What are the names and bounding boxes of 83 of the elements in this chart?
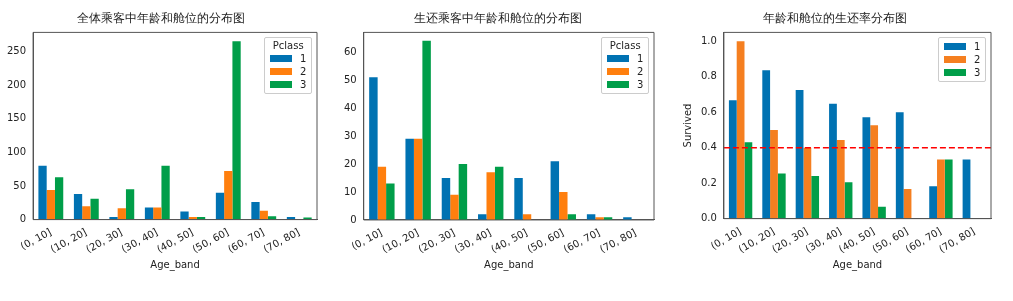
y-tick-label: 0.4 [701,141,717,153]
legend-label: 2 [974,54,981,66]
y-tick-label: 0.2 [701,176,717,188]
bar [161,165,170,220]
y-tick-label: 20 [343,157,357,169]
bar [153,207,162,220]
x-axis-title: Age_band [484,258,534,271]
y-tick-label: 0.0 [701,212,717,224]
bar [937,159,945,219]
y-tick-label: 10 [343,185,357,197]
y-tick-label: 30 [343,129,357,141]
bar [450,194,459,220]
legend-title: Pclass [608,40,642,52]
bar [180,211,189,220]
bar [46,189,55,220]
y-tick-label: 200 [6,78,27,90]
bar [377,166,387,220]
y-axis-title: Survived [681,103,693,148]
bar [117,208,126,220]
bar [458,163,468,220]
bar [386,183,395,220]
y-tick-label: 40 [343,101,357,113]
chart-title: 全体乘客中年龄和舱位的分布图 [76,11,245,26]
bar [251,202,260,220]
bar [836,139,845,219]
bar [559,191,568,220]
x-axis-title: Age_band [832,258,883,271]
bar [770,129,778,219]
y-tick-label: 0.8 [701,70,717,82]
chart-title: 生还乘客中年龄和舱位的分布图 [413,11,582,26]
legend-label: 1 [637,53,644,65]
bar [803,147,812,219]
bar [878,206,886,219]
bar [929,186,938,219]
bar [550,161,560,220]
legend-label: 3 [637,79,644,91]
x-axis-title: Age_band [150,258,200,271]
chart-title: 年龄和舱位的生还率分布图 [762,11,907,26]
bar [73,194,83,220]
bar [744,142,753,219]
bar [829,103,837,219]
bar [405,138,414,220]
bar [944,159,953,219]
bar [895,112,904,219]
y-tick-label: 60 [343,45,357,57]
bar [224,171,233,220]
bar [144,207,154,220]
bar [215,192,225,220]
bar [90,198,99,220]
bar [728,100,737,219]
y-tick-label: 0 [350,213,357,225]
y-tick-label: 50 [343,73,357,85]
legend-label: 2 [300,66,307,78]
y-tick-label: 250 [6,44,27,56]
bar [38,165,47,220]
y-tick-label: 1.0 [701,34,717,46]
y-tick-label: 0 [19,213,27,225]
bar [82,206,91,220]
bar [54,177,64,220]
bar [811,176,820,219]
bar [486,172,495,220]
y-tick-label: 100 [6,145,27,157]
legend-label: 3 [300,79,307,91]
y-tick-label: 50 [13,179,27,191]
bar [125,189,135,220]
legend-label: 1 [974,41,981,53]
bar [494,166,504,220]
bar [232,41,241,220]
y-tick-label: 150 [6,112,27,124]
bar [862,117,871,219]
bar [369,77,378,220]
legend-label: 1 [300,53,307,65]
bar [870,125,879,219]
bar [514,177,523,220]
bar [413,138,423,220]
y-tick-label: 0.6 [701,105,717,117]
legend-label: 3 [974,67,981,79]
legend-title: Pclass [271,40,305,52]
bar [777,173,786,219]
legend-label: 2 [637,66,644,78]
bar [422,40,431,220]
bar [441,177,451,220]
bar [762,70,771,219]
